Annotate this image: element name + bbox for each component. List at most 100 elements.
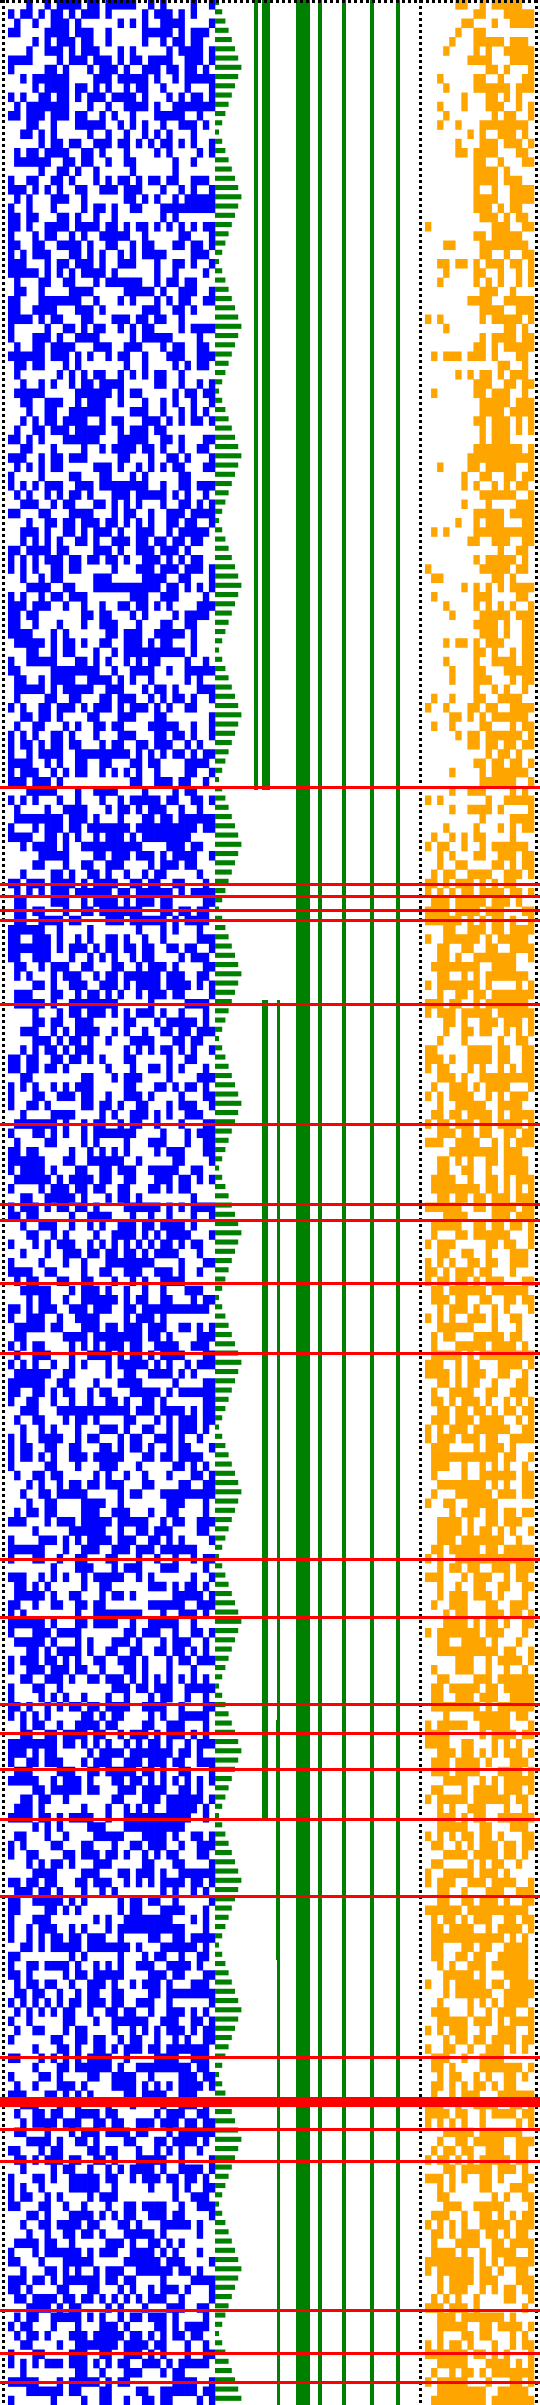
left-cell xyxy=(32,1655,39,1666)
left-cell xyxy=(14,1618,21,1629)
left-cell xyxy=(196,1776,204,1786)
left-cell xyxy=(117,1443,124,1453)
left-cell xyxy=(99,268,106,278)
left-cell xyxy=(50,453,58,463)
left-cell xyxy=(68,980,76,991)
left-cell xyxy=(93,1868,100,1879)
left-cell xyxy=(141,888,149,898)
left-cell xyxy=(178,2007,185,2017)
left-cell xyxy=(129,1054,137,1065)
left-cell xyxy=(123,518,131,528)
left-cell xyxy=(123,712,131,722)
left-cell xyxy=(32,1202,39,1213)
left-cell xyxy=(93,1544,100,1555)
left-cell xyxy=(178,1637,185,1647)
left-cell xyxy=(129,1165,137,1176)
left-cell xyxy=(123,1563,131,1573)
left-cell xyxy=(81,2081,88,2091)
left-cell xyxy=(123,1221,131,1231)
left-cell xyxy=(44,2220,51,2230)
left-cell xyxy=(166,1748,173,1758)
left-cell xyxy=(105,1535,112,1546)
left-cell xyxy=(202,749,210,759)
left-cell xyxy=(32,1591,39,1601)
staircase-step xyxy=(215,1036,219,1042)
left-cell xyxy=(38,462,45,473)
left-cell xyxy=(68,693,76,704)
left-cell xyxy=(184,758,191,769)
left-cell xyxy=(172,1896,179,1906)
left-cell xyxy=(93,897,100,907)
left-cell xyxy=(56,1646,64,1657)
left-cell xyxy=(32,1618,39,1629)
right-cell xyxy=(485,286,492,297)
left-cell xyxy=(135,101,143,112)
left-cell xyxy=(141,1008,149,1018)
left-cell xyxy=(166,2220,173,2230)
staircase-step xyxy=(215,573,239,579)
left-cell xyxy=(202,222,210,232)
left-cell xyxy=(196,2229,204,2239)
right-cell xyxy=(509,138,517,149)
left-cell xyxy=(81,2109,88,2119)
left-cell xyxy=(178,749,185,759)
left-cell xyxy=(74,138,82,149)
left-cell xyxy=(160,2294,167,2304)
left-cell xyxy=(20,249,27,260)
left-cell xyxy=(141,527,149,537)
left-cell xyxy=(105,786,112,796)
left-cell xyxy=(172,730,179,741)
left-cell xyxy=(178,1544,185,1555)
left-cell xyxy=(74,2266,82,2276)
left-cell xyxy=(141,795,149,806)
left-cell xyxy=(68,499,76,510)
left-cell xyxy=(160,249,167,260)
left-cell xyxy=(190,1424,198,1435)
left-cell xyxy=(123,101,131,112)
left-cell xyxy=(129,1609,137,1620)
left-cell xyxy=(38,1433,45,1444)
left-cell xyxy=(8,1544,15,1555)
left-cell xyxy=(56,185,64,195)
left-cell xyxy=(172,18,179,29)
left-cell xyxy=(123,222,131,232)
left-cell xyxy=(154,1267,161,1277)
left-cell xyxy=(74,684,82,695)
left-cell xyxy=(99,388,106,399)
left-cell xyxy=(14,1766,21,1777)
left-cell xyxy=(56,314,64,325)
left-cell xyxy=(44,934,51,944)
left-cell xyxy=(202,2312,210,2323)
left-cell xyxy=(178,18,185,29)
left-cell xyxy=(129,1563,137,1573)
left-cell xyxy=(208,1137,216,1148)
right-cell xyxy=(497,37,505,47)
left-cell xyxy=(202,268,210,278)
left-cell xyxy=(56,111,64,121)
left-cell xyxy=(172,1489,179,1499)
left-cell xyxy=(93,268,100,278)
left-cell xyxy=(38,333,45,343)
left-cell xyxy=(148,305,155,315)
left-cell xyxy=(8,703,15,713)
left-cell xyxy=(202,2062,210,2073)
left-cell xyxy=(129,666,137,676)
left-cell xyxy=(111,1563,118,1573)
left-cell xyxy=(184,518,191,528)
left-cell xyxy=(32,2062,39,2073)
left-cell xyxy=(178,804,185,815)
left-cell xyxy=(154,1165,161,1176)
left-cell xyxy=(135,564,143,574)
left-cell xyxy=(93,1128,100,1139)
left-cell xyxy=(44,1193,51,1203)
left-cell xyxy=(20,1887,27,1897)
left-cell xyxy=(32,1988,39,1999)
left-cell xyxy=(208,1739,216,1749)
left-cell xyxy=(123,1165,131,1176)
left-cell xyxy=(99,1998,106,2008)
left-cell xyxy=(123,1091,131,1102)
left-cell xyxy=(68,804,76,815)
left-cell xyxy=(74,2321,82,2332)
left-cell xyxy=(148,1794,155,1805)
left-cell xyxy=(38,1535,45,1546)
